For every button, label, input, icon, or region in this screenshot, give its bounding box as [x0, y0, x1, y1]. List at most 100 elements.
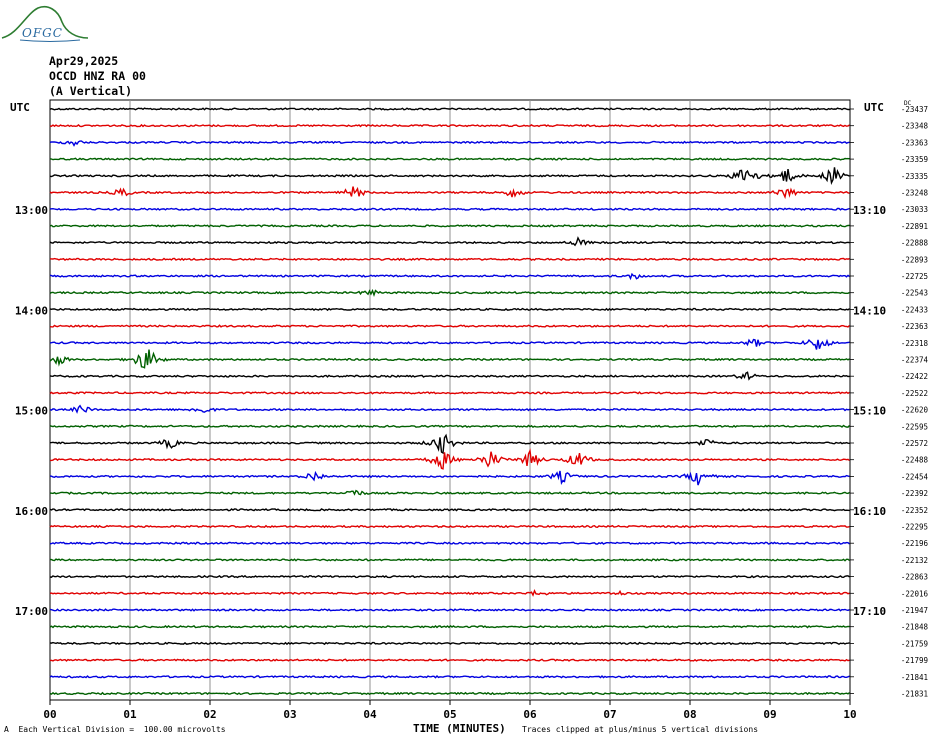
trace-offset-label: -22620: [901, 406, 929, 415]
seismic-trace: [49, 608, 850, 612]
trace-offset-label: -21947: [901, 606, 928, 615]
trace-offset-label: -23359: [901, 155, 928, 164]
trace-offset-label: -22572: [901, 439, 928, 448]
x-tick-label: 10: [843, 708, 856, 721]
seismic-trace: [49, 236, 850, 247]
footer-scale: A Each Vertical Division = 100.00 microv…: [4, 725, 226, 734]
trace-offset-label: -22433: [901, 305, 928, 314]
trace-offset-label: -23348: [901, 122, 929, 131]
x-tick-label: 01: [123, 708, 137, 721]
left-axis-label: UTC: [10, 101, 30, 114]
x-tick-label: 02: [203, 708, 216, 721]
right-time-label: 14:10: [853, 304, 886, 317]
left-time-label: 17:00: [15, 605, 48, 618]
seismic-trace: [49, 624, 850, 629]
seismic-trace: [49, 272, 850, 281]
x-tick-label: 04: [363, 708, 377, 721]
x-tick-label: 03: [283, 708, 296, 721]
seismic-trace: [49, 140, 850, 147]
seismic-trace: [49, 123, 850, 128]
logo-text: OFGC: [22, 26, 63, 40]
trace-offset-label: -22893: [901, 255, 928, 264]
seismic-trace: [49, 691, 850, 696]
right-time-label: 17:10: [853, 605, 886, 618]
left-time-label: 14:00: [15, 304, 48, 317]
trace-offset-label: -22522: [901, 389, 928, 398]
x-tick-label: 08: [683, 708, 696, 721]
right-time-label: 15:10: [853, 405, 886, 418]
header-date: Apr29,2025: [49, 54, 119, 68]
seismic-trace: [49, 224, 850, 228]
trace-offset-label: -22016: [901, 589, 929, 598]
x-tick-label: 00: [43, 708, 56, 721]
seismic-trace: [49, 470, 850, 486]
seismic-trace: [49, 641, 850, 646]
left-time-label: 16:00: [15, 505, 48, 518]
trace-offset-label: -23248: [901, 189, 929, 198]
x-tick-label: 05: [443, 708, 456, 721]
trace-offset-label: -21759: [901, 639, 928, 648]
seismic-trace: [49, 167, 850, 185]
seismic-trace: [49, 338, 850, 350]
right-time-label: 13:10: [853, 204, 886, 217]
seismic-trace: [49, 371, 850, 381]
trace-offset-label: -22392: [901, 489, 928, 498]
trace-offset-label: -23437: [901, 105, 928, 114]
clip-note: Traces clipped at plus/minus 5 vertical …: [522, 725, 759, 734]
seismic-trace: [49, 186, 850, 200]
seismic-trace: [49, 349, 850, 369]
seismic-trace: [49, 107, 850, 111]
trace-offset-label: -22374: [901, 356, 929, 365]
seismic-trace: [49, 658, 850, 662]
trace-offset-label: -23033: [901, 205, 928, 214]
trace-offset-label: -22318: [901, 339, 929, 348]
scale-mark: A: [4, 725, 9, 734]
trace-offset-label: -22725: [901, 272, 928, 281]
ofgc-logo: [1, 6, 89, 42]
seismic-trace: [49, 257, 850, 262]
trace-offset-label: -21841: [901, 673, 928, 682]
trace-offset-label: -21831: [901, 690, 928, 699]
seismic-trace: [49, 157, 850, 161]
seismic-trace: [49, 589, 850, 597]
seismic-trace: [49, 207, 850, 211]
logo-mountain-icon: [1, 6, 89, 39]
x-axis-title: TIME (MINUTES): [413, 722, 506, 735]
seismic-trace: [49, 404, 850, 414]
header-component: (A Vertical): [49, 84, 133, 98]
x-tick-label: 09: [763, 708, 776, 721]
seismic-trace: [49, 288, 850, 298]
seismic-trace: [49, 391, 850, 395]
plot-header: Apr29,2025 OCCD HNZ RA 00 (A Vertical): [49, 54, 146, 99]
trace-offset-label: -21799: [901, 656, 928, 665]
trace-offset-label: -22352: [901, 506, 928, 515]
trace-offset-label: -22595: [901, 422, 928, 431]
header-station: OCCD HNZ RA 00: [49, 69, 146, 83]
trace-offset-label: -22888: [901, 239, 929, 248]
trace-offset-label: -22863: [901, 573, 928, 582]
right-time-label: 16:10: [853, 505, 886, 518]
seismic-trace: [49, 674, 850, 679]
seismic-trace: [49, 524, 850, 529]
trace-offset-label: -23335: [901, 172, 928, 181]
scale-note: Each Vertical Division = 100.00 microvol…: [18, 725, 226, 734]
trace-offset-label: -21848: [901, 623, 929, 632]
right-axis-label: UTC: [864, 101, 884, 114]
seismic-trace: [49, 558, 850, 562]
trace-offset-label: -22454: [901, 472, 929, 481]
seismic-trace: [49, 433, 850, 455]
trace-offset-label: -22295: [901, 523, 928, 532]
left-time-label: 13:00: [15, 204, 48, 217]
seismic-trace: [49, 489, 850, 496]
trace-offset-label: -22891: [901, 222, 928, 231]
seismic-trace: [49, 541, 850, 545]
seismic-trace: [50, 448, 850, 470]
x-tick-label: 06: [523, 708, 537, 721]
x-tick-label: 07: [603, 708, 616, 721]
trace-offset-label: -22132: [901, 556, 928, 565]
dc-label: DC: [904, 100, 912, 107]
seismic-trace: [49, 424, 851, 429]
trace-offset-label: -22543: [901, 289, 928, 298]
trace-offset-label: -22488: [901, 456, 929, 465]
